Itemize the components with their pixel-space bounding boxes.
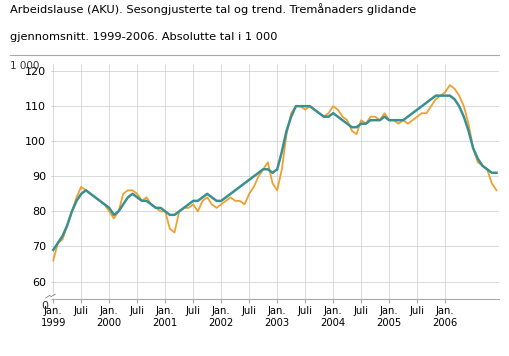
Sesongjustert [50,258,56,263]
Trend [111,213,117,217]
Trend [241,181,247,185]
Trend [493,171,499,175]
Sesongjustert [176,209,182,214]
Text: 1 000: 1 000 [10,61,40,70]
Sesongjustert [111,216,117,220]
Sesongjustert [493,188,499,193]
Sesongjustert [461,104,467,108]
Trend [176,209,182,214]
Sesongjustert [241,202,247,206]
Line: Trend: Trend [53,96,496,250]
Text: Arbeidslause (AKU). Sesongjusterte tal og trend. Tremånaders glidande: Arbeidslause (AKU). Sesongjusterte tal o… [10,4,416,15]
Sesongjustert [447,83,453,87]
Trend [274,167,280,172]
Line: Sesongjustert: Sesongjustert [53,85,496,261]
Trend [50,248,56,252]
Trend [288,115,294,119]
Sesongjustert [288,111,294,115]
Text: gjennomsnitt. 1999-2006. Absolutte tal i 1 000: gjennomsnitt. 1999-2006. Absolutte tal i… [10,32,278,42]
Trend [433,94,439,98]
Sesongjustert [274,188,280,193]
Trend [461,115,467,119]
Text: 0: 0 [41,301,48,311]
